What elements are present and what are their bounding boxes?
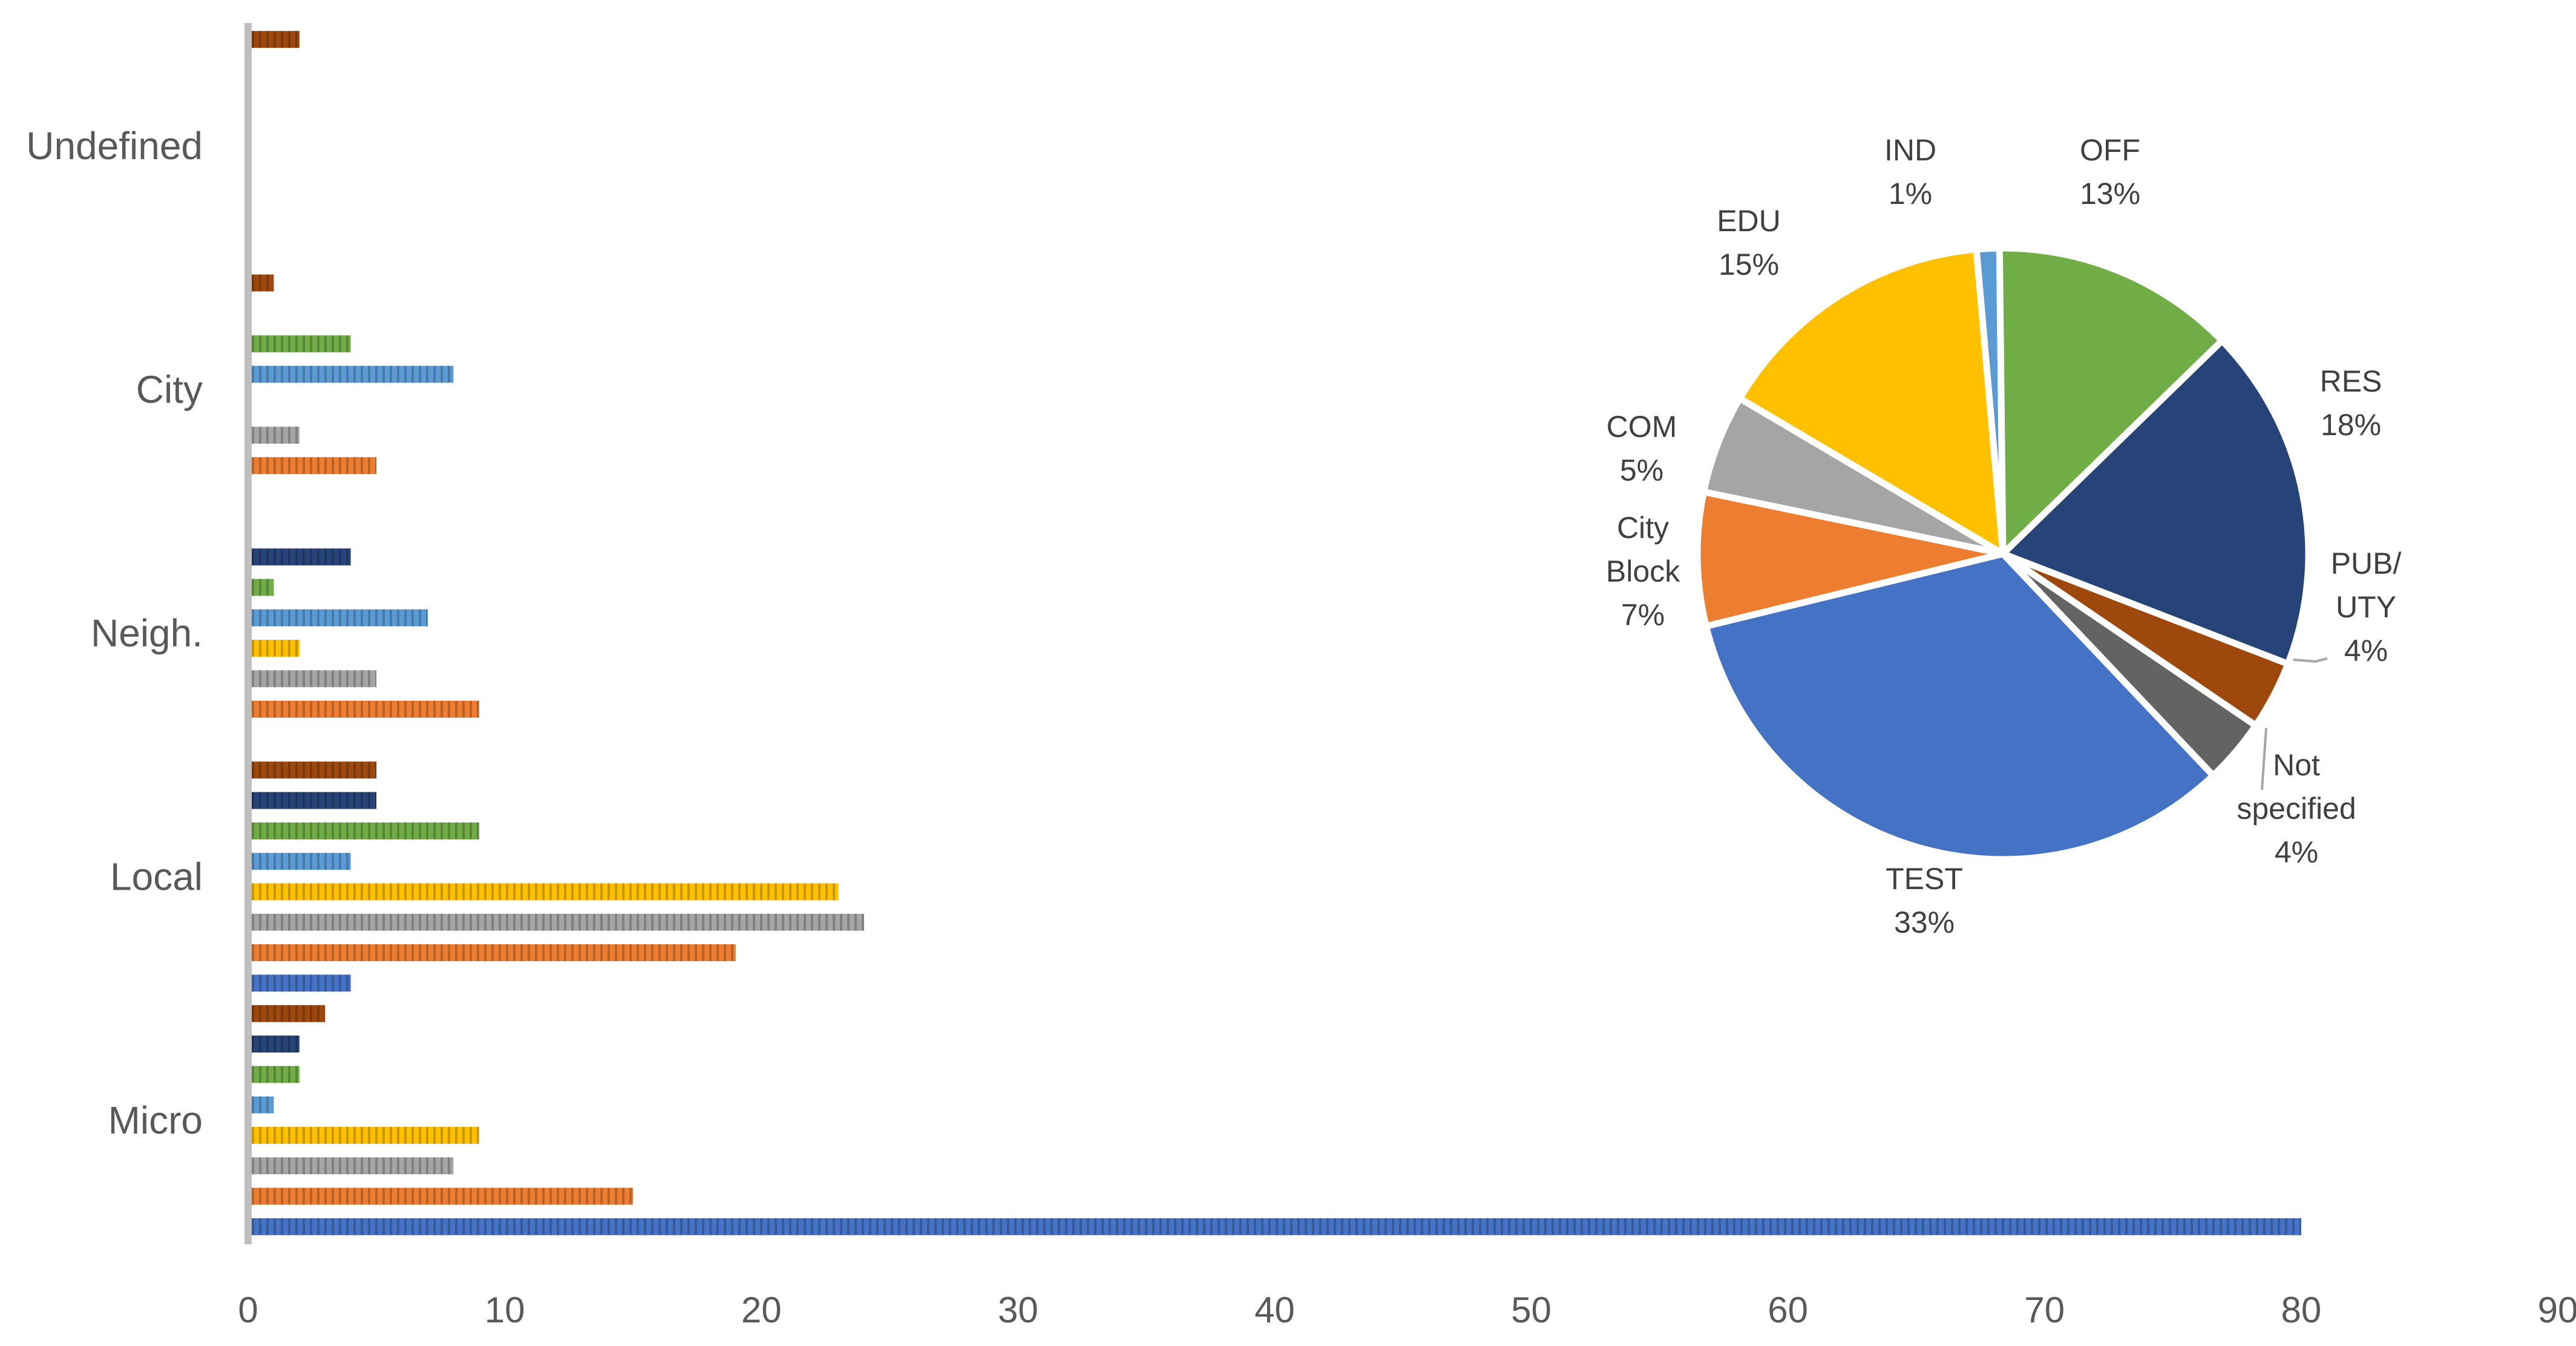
category-label-city: City (136, 368, 203, 412)
pie-label-pub-uty: PUB/UTY (2331, 547, 2402, 624)
bar-city-off (252, 335, 351, 353)
x-tick-label-60: 60 (1768, 1290, 1808, 1330)
bar-micro-test (252, 1218, 2301, 1235)
bar-neigh-off (252, 579, 274, 596)
bar-local-pub-uty (252, 761, 377, 779)
category-label-local: Local (110, 855, 203, 898)
bar-local-ind (252, 853, 351, 870)
bar-city-pub-uty (252, 274, 274, 292)
pie-label-not-specified: Not specified (2237, 748, 2356, 826)
bar-neigh-edu (252, 640, 300, 657)
bar-neigh-city-block (252, 700, 479, 718)
x-tick-label-80: 80 (2281, 1290, 2322, 1330)
bar-local-off (252, 822, 479, 839)
bar-local-res (252, 792, 377, 809)
x-tick-label-20: 20 (741, 1290, 782, 1330)
pie-percent-edu: 15% (1719, 248, 1779, 281)
pie-percent-off: 13% (2080, 177, 2140, 211)
pie-percent-res: 18% (2321, 408, 2381, 442)
x-tick-label-40: 40 (1254, 1290, 1295, 1330)
pie-label-city-block: City Block (1606, 511, 1680, 588)
bar-micro-pub-uty (252, 1005, 326, 1022)
bar-city-com (252, 427, 300, 444)
bar-local-city-block (252, 944, 736, 962)
pie-label-off: OFF (2080, 133, 2140, 167)
pie-percent-city-block: 7% (1621, 598, 1665, 632)
pie-label-edu: EDU (1717, 204, 1781, 238)
bar-neigh-com (252, 670, 377, 688)
pie-label-res: RES (2320, 364, 2382, 398)
pie-label-ind: IND (1884, 133, 1936, 167)
pie-percent-pub-uty: 4% (2344, 634, 2388, 668)
bar-local-com (252, 913, 864, 931)
bar-undefined-pub-uty (252, 31, 300, 48)
x-tick-label-0: 0 (238, 1290, 258, 1330)
bar-micro-ind (252, 1096, 274, 1114)
category-label-undefined: Undefined (26, 124, 203, 168)
pie-slice-edu (1736, 246, 2007, 557)
bar-neigh-res (252, 548, 351, 566)
bar-micro-off (252, 1066, 300, 1083)
pie-label-test: TEST (1886, 862, 1963, 896)
bar-city-ind (252, 366, 454, 383)
bar-micro-edu (252, 1126, 479, 1144)
pie-chart: IND 1% OFF 13% RES 18% PUB/UTY 4% Not specified 4%… (1606, 133, 2402, 939)
pie-slice-off (1996, 245, 2226, 557)
x-tick-label-50: 50 (1511, 1290, 1552, 1330)
category-label-micro: Micro (108, 1098, 203, 1142)
pie-percent-com: 5% (1620, 453, 1663, 487)
x-tick-label-90: 90 (2538, 1290, 2576, 1330)
x-tick-label-10: 10 (485, 1290, 525, 1330)
bar-city-city-block (252, 457, 377, 474)
bar-local-test (252, 974, 351, 992)
leader-line-pub-uty (2293, 657, 2328, 663)
bar-local-edu (252, 883, 839, 901)
bar-micro-com (252, 1157, 454, 1175)
bar-micro-city-block (252, 1187, 634, 1205)
pie-slice-test (1702, 550, 2217, 863)
pie-label-com: COM (1607, 410, 1677, 444)
bar-neigh-ind (252, 609, 428, 626)
pie-percent-not-specified: 4% (2275, 835, 2318, 869)
x-tick-label-70: 70 (2024, 1290, 2065, 1330)
leader-line-not-specified (2261, 727, 2267, 790)
pie-percent-test: 33% (1894, 905, 1955, 939)
bar-micro-res (252, 1036, 300, 1053)
pie-percent-ind: 1% (1889, 177, 1932, 211)
x-tick-label-30: 30 (998, 1290, 1038, 1330)
category-label-neigh: Neigh. (91, 611, 203, 655)
bar-chart: Micro Local Neigh. City Undefined 0 10 20 30 40 50… (26, 23, 2576, 1330)
pie-slice-city-block (1694, 488, 2007, 630)
